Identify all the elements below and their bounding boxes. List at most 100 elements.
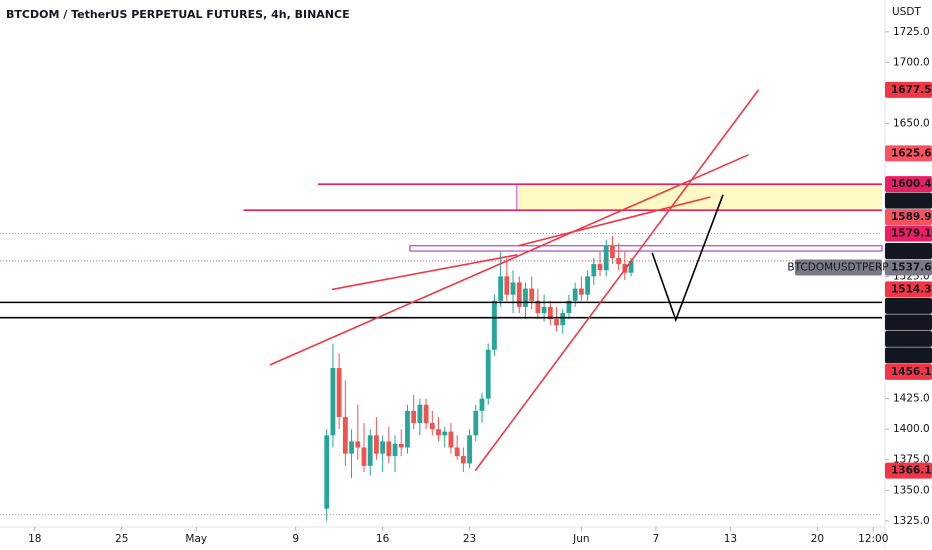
price-badge <box>885 297 932 314</box>
chart-title: BTCDOM / TetherUS PERPETUAL FUTURES, 4h,… <box>6 8 350 21</box>
y-tick-label: 1350.0 <box>893 484 930 496</box>
candle-body <box>529 288 535 301</box>
price-badge <box>885 209 932 226</box>
candle-body <box>492 300 497 350</box>
y-tick-label: 1425.0 <box>893 393 930 405</box>
candle-body <box>454 447 460 457</box>
price-badge <box>885 347 932 364</box>
symbol-badge <box>795 259 882 276</box>
candle-body <box>585 276 590 295</box>
price-badge <box>885 192 932 209</box>
candle-body <box>479 398 485 411</box>
price-badge-label: 1579.1 <box>891 228 932 240</box>
candle-body <box>336 368 342 417</box>
y-tick-label: 1700.0 <box>893 56 930 68</box>
price-badge-label: 1491.2 <box>891 333 932 345</box>
y-tick-label: 1325.0 <box>893 515 930 527</box>
drawing-line <box>651 194 724 323</box>
candle-body <box>510 282 516 295</box>
price-badge-label: 1514.3 <box>891 283 932 295</box>
candle-body <box>597 264 603 271</box>
price-badge <box>885 330 932 347</box>
price-badge-label: 1677.5 <box>891 84 932 96</box>
price-badge-label: 1503.7 <box>891 300 932 312</box>
candle-body <box>467 435 472 464</box>
candle-body <box>603 245 609 271</box>
candle-body <box>448 431 454 448</box>
y-tick-label: 1650.0 <box>893 117 930 129</box>
candle-body <box>485 349 491 399</box>
x-tick-label: May <box>185 533 207 545</box>
candle-body <box>504 276 510 295</box>
candle-body <box>423 404 429 424</box>
price-badge-label: 1456.1 <box>891 366 932 378</box>
price-badge <box>885 314 932 331</box>
x-tick-label: 18 <box>28 533 41 545</box>
price-badge-label: 1591.7 <box>891 195 932 207</box>
candle-body <box>460 456 466 464</box>
candle-body <box>342 416 348 454</box>
candle-body <box>436 429 441 436</box>
candle-body <box>498 276 504 301</box>
candle-body <box>572 288 578 301</box>
currency: USDT <box>892 6 921 18</box>
symbol-badge-label: BTCDOMUSDTPERP <box>787 262 888 274</box>
price-badge-label: 1489.5 <box>891 349 932 361</box>
candle-body <box>554 319 559 326</box>
x-tick-label: 7 <box>653 533 660 545</box>
candle-body <box>374 435 379 454</box>
candle-body <box>535 300 541 314</box>
candle-body <box>516 282 522 307</box>
price-badge-label: 1366.1 <box>891 465 932 477</box>
candle-body <box>523 288 528 307</box>
candle-body <box>367 435 373 466</box>
candle-body <box>628 260 634 273</box>
price-badge <box>885 363 932 380</box>
candle-body <box>591 264 597 277</box>
candle-body <box>547 306 553 320</box>
x-tick-label: Jun <box>572 533 589 545</box>
candle-body <box>349 441 354 454</box>
candle-body <box>405 410 410 448</box>
candle-body <box>330 368 336 436</box>
price-badge <box>885 145 932 162</box>
x-tick-label: 20 <box>811 533 824 545</box>
x-tick-label: 9 <box>292 533 299 545</box>
candle-body <box>398 443 404 448</box>
candle-body <box>578 288 584 295</box>
zone <box>516 184 882 211</box>
y-tick-label: 1400.0 <box>893 423 930 435</box>
x-tick-label: 23 <box>463 533 476 545</box>
candle-body <box>442 431 448 436</box>
x-tick-label: 16 <box>376 533 390 545</box>
drawing-line <box>474 89 760 472</box>
price-badge <box>885 81 932 98</box>
candle-body <box>380 441 386 454</box>
price-badge-label: 1589.9 <box>891 211 932 223</box>
x-tick-label: 25 <box>115 533 128 545</box>
candle-body <box>355 441 361 448</box>
x-tick-label: 12:00 <box>858 533 888 545</box>
drawing-line <box>269 154 749 366</box>
candle-body <box>429 423 435 430</box>
price-badge-label: 1600.4 <box>891 178 932 190</box>
price-badge <box>885 281 932 298</box>
y-tick-label: 1725.0 <box>893 26 930 38</box>
plot-area <box>0 89 883 521</box>
price-badge-label: 1537.6 <box>891 262 932 274</box>
candle-body <box>324 435 330 509</box>
price-badge-label: 1625.6 <box>891 147 932 159</box>
drawing-line <box>331 254 518 291</box>
price-badge <box>885 259 932 276</box>
price-badge <box>885 462 932 479</box>
candle-body <box>417 404 423 424</box>
candle-body <box>560 313 566 326</box>
candle-body <box>566 300 572 314</box>
candle-body <box>361 447 367 466</box>
price-badge <box>885 243 932 260</box>
candle-body <box>473 410 479 436</box>
candle-body <box>610 245 615 258</box>
x-tick-label: 13 <box>724 533 737 545</box>
